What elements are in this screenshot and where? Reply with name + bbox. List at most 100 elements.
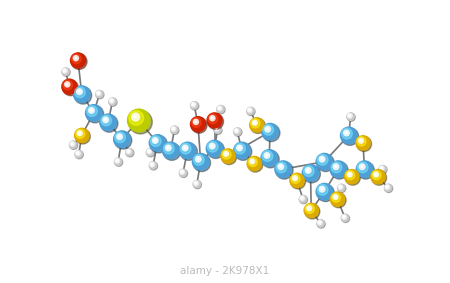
Circle shape xyxy=(146,149,154,156)
Circle shape xyxy=(75,151,82,158)
Circle shape xyxy=(321,188,323,190)
Circle shape xyxy=(348,114,351,117)
Circle shape xyxy=(300,196,305,201)
Circle shape xyxy=(193,154,211,171)
Circle shape xyxy=(316,153,333,170)
Circle shape xyxy=(216,128,217,129)
Circle shape xyxy=(89,108,94,113)
Circle shape xyxy=(302,165,319,181)
Circle shape xyxy=(291,174,300,183)
Circle shape xyxy=(194,181,202,189)
Circle shape xyxy=(357,137,366,146)
Circle shape xyxy=(224,151,229,156)
Circle shape xyxy=(103,117,108,123)
Circle shape xyxy=(76,151,83,159)
Circle shape xyxy=(318,221,321,224)
Circle shape xyxy=(154,139,156,141)
Circle shape xyxy=(194,119,198,125)
Circle shape xyxy=(300,196,307,204)
Circle shape xyxy=(343,130,349,136)
Circle shape xyxy=(331,193,341,202)
Circle shape xyxy=(335,166,337,168)
Circle shape xyxy=(148,150,150,153)
Circle shape xyxy=(79,132,81,134)
Circle shape xyxy=(361,166,363,168)
Circle shape xyxy=(222,150,231,159)
Circle shape xyxy=(75,87,86,98)
Circle shape xyxy=(70,142,77,149)
Circle shape xyxy=(251,160,253,162)
Circle shape xyxy=(62,79,77,94)
Circle shape xyxy=(215,127,218,130)
Circle shape xyxy=(191,102,199,110)
Circle shape xyxy=(346,170,355,180)
Circle shape xyxy=(180,143,191,154)
Circle shape xyxy=(194,181,198,186)
Circle shape xyxy=(211,145,213,147)
Circle shape xyxy=(95,90,103,98)
Circle shape xyxy=(305,204,314,213)
Circle shape xyxy=(386,185,388,188)
Circle shape xyxy=(96,91,101,96)
Circle shape xyxy=(150,162,155,167)
Circle shape xyxy=(331,162,342,173)
Circle shape xyxy=(264,153,270,158)
Circle shape xyxy=(342,128,352,139)
Text: alamy - 2K978X1: alamy - 2K978X1 xyxy=(180,266,270,276)
Circle shape xyxy=(347,172,352,177)
Circle shape xyxy=(221,149,235,163)
Circle shape xyxy=(247,107,254,115)
Circle shape xyxy=(331,193,346,208)
Circle shape xyxy=(338,184,345,192)
Circle shape xyxy=(195,121,197,123)
Circle shape xyxy=(114,132,132,149)
Circle shape xyxy=(63,80,78,96)
Circle shape xyxy=(134,115,137,118)
Circle shape xyxy=(214,127,222,134)
Circle shape xyxy=(212,117,213,119)
Circle shape xyxy=(192,103,194,106)
Circle shape xyxy=(71,54,87,69)
Circle shape xyxy=(74,87,92,104)
Circle shape xyxy=(266,154,268,156)
Circle shape xyxy=(214,127,219,131)
Circle shape xyxy=(234,142,250,159)
Circle shape xyxy=(308,207,310,209)
Circle shape xyxy=(375,173,377,175)
Circle shape xyxy=(339,185,342,188)
Circle shape xyxy=(71,53,86,68)
Circle shape xyxy=(250,159,255,164)
Circle shape xyxy=(359,138,364,143)
Circle shape xyxy=(113,131,130,147)
Circle shape xyxy=(86,106,104,123)
Circle shape xyxy=(266,128,269,130)
Circle shape xyxy=(235,143,245,154)
Circle shape xyxy=(291,174,306,189)
Circle shape xyxy=(330,192,345,206)
Circle shape xyxy=(181,171,182,172)
Circle shape xyxy=(149,162,158,170)
Circle shape xyxy=(251,119,266,134)
Circle shape xyxy=(147,149,152,154)
Circle shape xyxy=(150,136,161,147)
Circle shape xyxy=(317,154,334,171)
Circle shape xyxy=(294,177,296,179)
Circle shape xyxy=(371,170,385,184)
Circle shape xyxy=(86,105,102,121)
Circle shape xyxy=(190,117,206,132)
Circle shape xyxy=(385,185,393,192)
Circle shape xyxy=(63,69,66,72)
Circle shape xyxy=(76,89,82,95)
Circle shape xyxy=(151,163,153,166)
Circle shape xyxy=(262,151,279,168)
Circle shape xyxy=(303,166,320,183)
Circle shape xyxy=(126,149,134,157)
Circle shape xyxy=(184,147,186,149)
Circle shape xyxy=(218,107,221,109)
Circle shape xyxy=(209,143,215,149)
Circle shape xyxy=(62,68,70,76)
Circle shape xyxy=(319,156,325,162)
Circle shape xyxy=(349,115,350,116)
Circle shape xyxy=(345,170,359,184)
Circle shape xyxy=(109,98,117,106)
